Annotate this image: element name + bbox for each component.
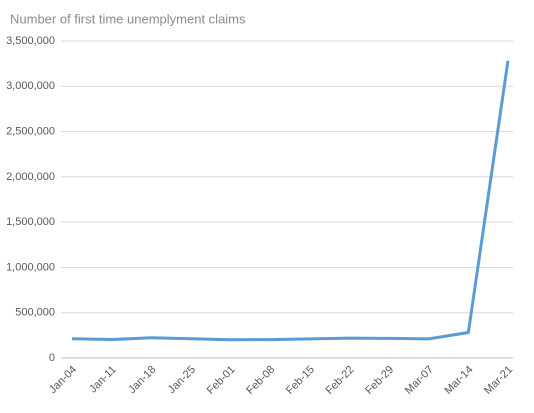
y-tick-label: 3,000,000 [6,80,55,92]
x-tick-label: Jan-11 [87,364,119,396]
x-tick-label: Feb-08 [244,364,277,397]
y-tick-label: 2,500,000 [6,125,55,137]
y-tick-label: 0 [49,352,55,364]
x-tick-label: Feb-29 [363,364,396,397]
x-tick-label: Jan-18 [126,364,158,396]
x-tick-label: Feb-22 [323,364,356,397]
y-tick-label: 3,500,000 [6,35,55,47]
x-tick-label: Mar-07 [403,364,436,397]
y-tick-label: 1,000,000 [6,261,55,273]
x-tick-label: Mar-21 [482,364,515,397]
x-tick-label: Mar-14 [442,364,475,397]
x-tick-label: Feb-15 [284,364,317,397]
x-tick-label: Jan-04 [47,364,79,396]
y-tick-label: 2,000,000 [6,171,55,183]
x-tick-label: Feb-01 [205,364,238,397]
data-line [71,60,510,342]
x-tick-label: Jan-25 [166,364,198,396]
y-tick-label: 500,000 [15,307,55,319]
chart-title: Number of first time unemplyment claims [10,11,246,26]
y-tick-label: 1,500,000 [6,216,55,228]
